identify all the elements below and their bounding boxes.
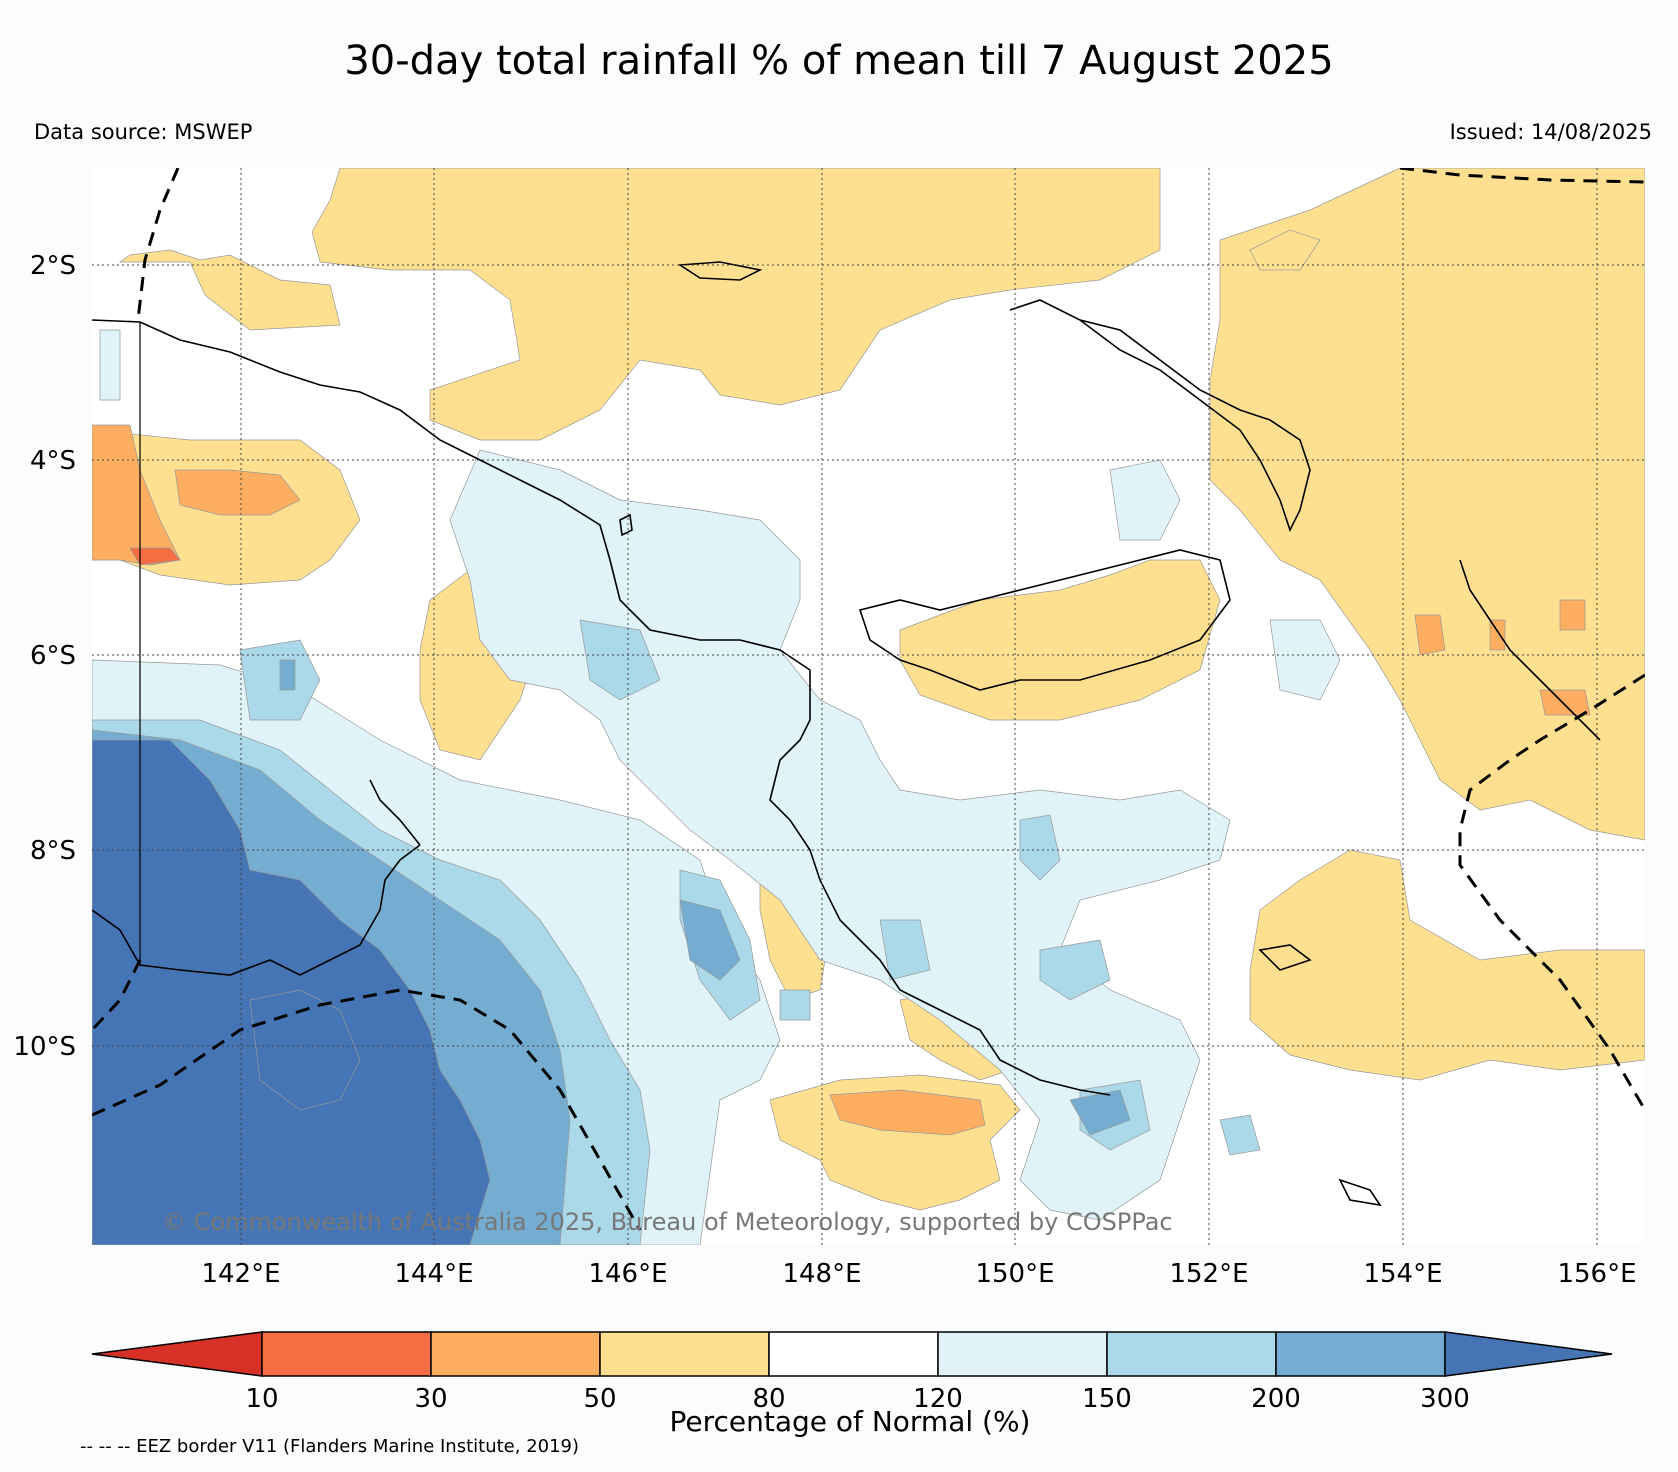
lat-label-6s: 6°S bbox=[30, 641, 76, 671]
colorbar-segment-200-300 bbox=[1275, 1331, 1446, 1377]
lat-label-4s: 4°S bbox=[30, 446, 76, 476]
colorbar-tick-80: 80 bbox=[752, 1384, 785, 1414]
lon-label-144e: 144°E bbox=[394, 1259, 473, 1289]
colorbar-label: Percentage of Normal (%) bbox=[669, 1405, 1031, 1438]
colorbar-tick-50: 50 bbox=[583, 1384, 616, 1414]
colorbar-segment-30-50 bbox=[430, 1331, 601, 1377]
colorbar-segment-10-30 bbox=[261, 1331, 432, 1377]
lat-label-2s: 2°S bbox=[30, 251, 76, 281]
colorbar-tick-200: 200 bbox=[1251, 1384, 1301, 1414]
lon-label-152e: 152°E bbox=[1169, 1259, 1248, 1289]
lat-label-8s: 8°S bbox=[30, 836, 76, 866]
colorbar-segment-above-300 bbox=[1444, 1331, 1613, 1377]
data-source-label: Data source: MSWEP bbox=[34, 120, 253, 144]
map-title: 30-day total rainfall % of mean till 7 A… bbox=[344, 38, 1334, 84]
colorbar bbox=[91, 1331, 1613, 1377]
colorbar-tick-120: 120 bbox=[913, 1384, 963, 1414]
map-panel: © Commonwealth of Australia 2025, Bureau… bbox=[92, 168, 1645, 1245]
lon-label-146e: 146°E bbox=[588, 1259, 667, 1289]
graticule bbox=[92, 168, 1645, 1245]
colorbar-tick-10: 10 bbox=[245, 1384, 278, 1414]
lon-label-148e: 148°E bbox=[782, 1259, 861, 1289]
colorbar-tick-300: 300 bbox=[1420, 1384, 1470, 1414]
lat-label-10s: 10°S bbox=[13, 1032, 76, 1062]
lon-label-154e: 154°E bbox=[1363, 1259, 1442, 1289]
colorbar-tick-labels: 10 30 50 80 120 150 200 300 bbox=[245, 1384, 1469, 1414]
rainfall-10-30-regions bbox=[129, 547, 181, 566]
coastlines bbox=[92, 261, 1601, 1207]
longitude-labels: 142°E 144°E 146°E 148°E 150°E 152°E 154°… bbox=[201, 1259, 1636, 1289]
colorbar-segment-below-10 bbox=[91, 1331, 263, 1377]
eez-borders bbox=[92, 168, 1645, 1231]
colorbar-segment-120-150 bbox=[937, 1331, 1108, 1377]
copyright-watermark: © Commonwealth of Australia 2025, Bureau… bbox=[162, 1208, 1173, 1236]
lon-label-142e: 142°E bbox=[201, 1259, 280, 1289]
colorbar-tick-30: 30 bbox=[414, 1384, 447, 1414]
latitude-labels: 2°S 4°S 6°S 8°S 10°S bbox=[13, 251, 76, 1062]
colorbar-segment-80-120 bbox=[768, 1331, 939, 1377]
colorbar-tick-150: 150 bbox=[1082, 1384, 1132, 1414]
eez-border-note: -- -- -- EEZ border V11 (Flanders Marine… bbox=[80, 1436, 580, 1457]
rainfall-over-300-regions bbox=[92, 739, 491, 1245]
colorbar-segment-150-200 bbox=[1106, 1331, 1277, 1377]
issued-date-label: Issued: 14/08/2025 bbox=[1449, 120, 1652, 144]
colorbar-segment-50-80 bbox=[599, 1331, 770, 1377]
lon-label-156e: 156°E bbox=[1557, 1259, 1636, 1289]
lon-label-150e: 150°E bbox=[975, 1259, 1054, 1289]
